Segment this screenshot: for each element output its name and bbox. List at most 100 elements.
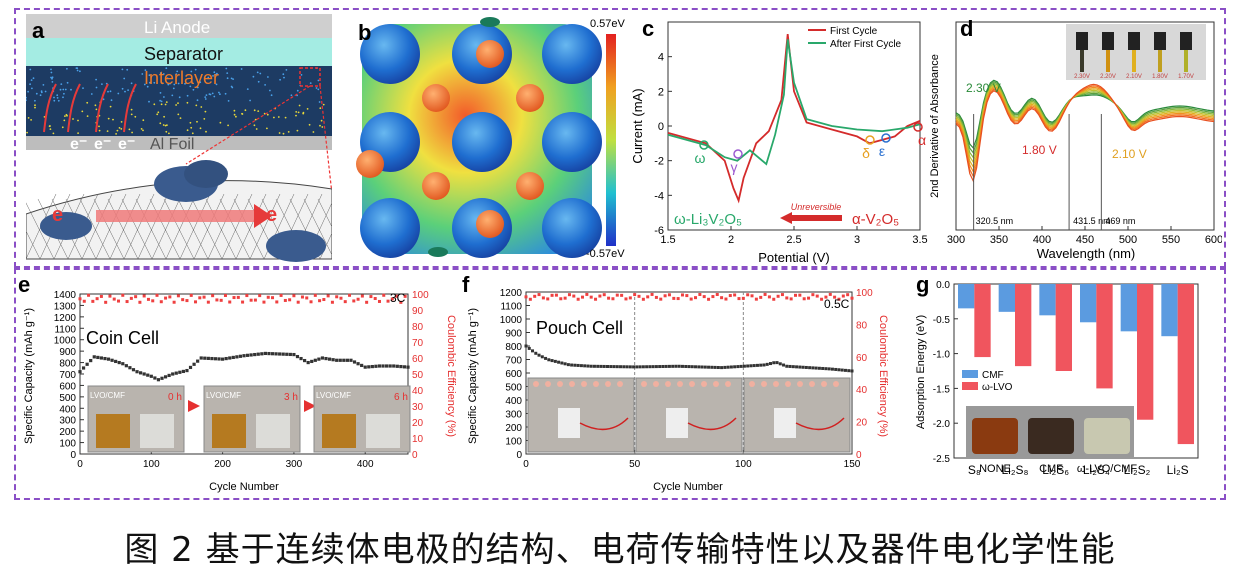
ce-point [382, 293, 386, 297]
bottle [1084, 418, 1130, 454]
interlayer-particle [52, 132, 55, 135]
phase-marker [913, 122, 923, 132]
interlayer-particle [162, 73, 165, 75]
interlayer-particle [319, 124, 321, 127]
interlayer-particle [40, 90, 43, 93]
interlayer-particle [287, 131, 290, 133]
y-tick-label: 400 [59, 404, 76, 415]
interlayer-particle [165, 101, 168, 103]
capacity-point [345, 358, 349, 362]
ce-point [528, 297, 532, 301]
interlayer-particle [285, 69, 288, 71]
interlayer-particle [164, 103, 167, 106]
ce-point [737, 297, 741, 301]
capacity-point [762, 363, 766, 367]
interlayer-particle [50, 68, 52, 71]
x-axis-label: Wavelength (nm) [1037, 246, 1136, 261]
interlayer-particle [56, 94, 59, 97]
capacity-point [149, 374, 153, 378]
capacity-point [263, 351, 267, 356]
capacity-point [110, 358, 114, 362]
interlayer-particle [179, 117, 182, 119]
y2-tick-label: 50 [412, 370, 424, 381]
interlayer-particle [51, 77, 53, 80]
bar-cmf [958, 284, 975, 309]
mesh-line [219, 198, 251, 260]
y-tick-label: 800 [505, 342, 522, 353]
capacity-point [697, 365, 701, 369]
capacity-point [654, 365, 658, 369]
capacity-point [726, 365, 730, 369]
ce-point [138, 300, 142, 304]
ce-point [824, 295, 828, 299]
panel-g: 0.0 -0.5 -1.0 -1.5 -2.0 -2.5 S₈ Li₂S₈ Li₂S₆ Li₂S₄… [900, 272, 1220, 498]
panel-e: 0 100 200 300 400 0 100 200 300 400 500 600 700 800 90… [18, 272, 458, 498]
capacity-point [566, 363, 570, 367]
ce-point [541, 296, 545, 300]
capacity-point [363, 365, 367, 369]
interlayer-particle [128, 128, 131, 131]
spectrum-curve [955, 85, 1215, 169]
ce-point [223, 293, 227, 297]
capacity-point [178, 370, 182, 374]
interlayer-particle [283, 76, 285, 79]
interlayer-particle [230, 77, 233, 80]
capacity-point [278, 352, 282, 356]
wire [795, 417, 845, 431]
bar-lvo [1055, 284, 1072, 371]
interlayer-particle [208, 93, 211, 95]
led [593, 381, 599, 387]
capacity-point [648, 365, 652, 369]
ce-point [815, 294, 819, 298]
ce-point [585, 292, 589, 296]
x-tick-label: 2 [728, 234, 734, 246]
interlayer-particle [95, 108, 98, 111]
vial-body [1158, 50, 1162, 72]
mesh-line [193, 193, 225, 260]
interlayer-particle [149, 81, 151, 84]
interlayer-particle [192, 88, 195, 91]
ce-point [283, 298, 287, 302]
capacity-point [395, 364, 399, 368]
y2-tick-label: 30 [412, 402, 424, 413]
led [665, 381, 671, 387]
legend-label: First Cycle [830, 26, 878, 37]
mesh-line [93, 198, 125, 260]
y-tick-label: -2.5 [933, 454, 951, 465]
led [749, 381, 755, 387]
capacity-point [703, 365, 707, 369]
ce-point [176, 294, 180, 298]
interlayer-particle [253, 109, 256, 112]
y2-axis-label: Coulombic Efficiency (%) [445, 315, 457, 437]
interlayer-particle [269, 89, 271, 92]
interlayer-particle [254, 118, 257, 121]
interlayer-particle [153, 81, 156, 84]
capacity-point [710, 365, 714, 369]
ce-point [750, 294, 754, 298]
interlayer-particle [177, 113, 180, 116]
interlayer-particle [123, 77, 126, 80]
interlayer-particle [277, 116, 280, 118]
panel-b-label: b [358, 20, 372, 45]
ce-point [275, 300, 279, 304]
capacity-point [684, 364, 688, 368]
interlayer-particle [50, 76, 52, 79]
led [641, 381, 647, 387]
interlayer-particle [66, 81, 69, 84]
interlayer-particle [53, 96, 55, 99]
ce-point [215, 298, 219, 302]
ce-point [563, 296, 567, 300]
interlayer-particle [140, 128, 143, 130]
ce-point [78, 297, 82, 301]
ce-point [146, 297, 150, 301]
panel-a-label: a [32, 18, 45, 43]
capacity-point [553, 359, 557, 363]
y-tick-label: 0.0 [936, 280, 950, 291]
panel-c: 1.5 2 2.5 3 3.5 -6 -4 -2 0 2 4 First Cycle After Fir… [630, 14, 930, 266]
interlayer-particle [48, 125, 51, 128]
interlayer-particle [25, 99, 27, 102]
vial-label: 2.30V [1074, 74, 1090, 80]
x-tick-label: 450 [1076, 234, 1094, 246]
bar-cmf [1161, 284, 1178, 337]
interlayer-particle [306, 108, 309, 110]
